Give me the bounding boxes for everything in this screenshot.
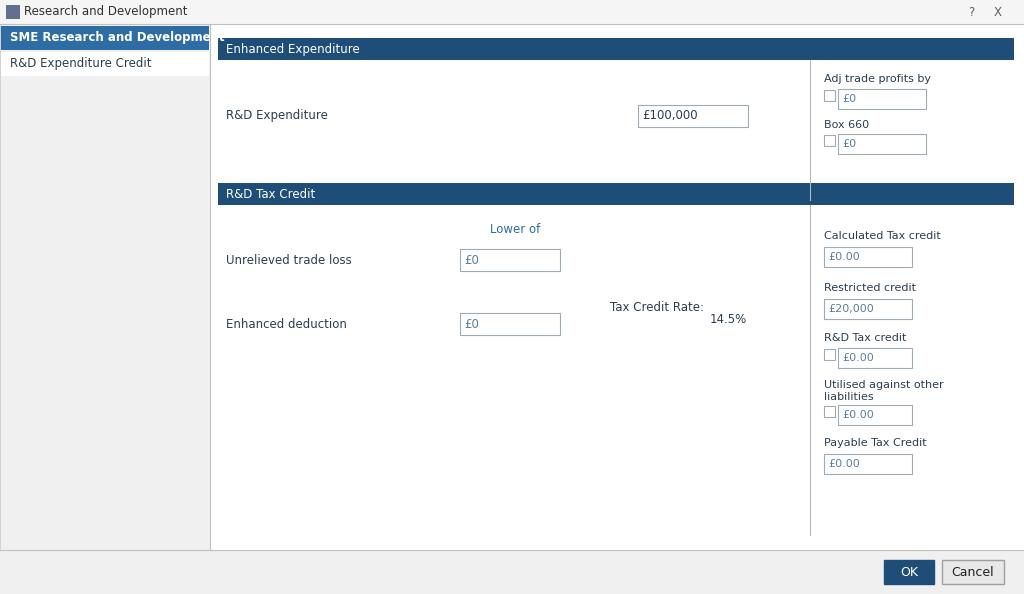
Text: £0.00: £0.00 (842, 353, 873, 363)
Bar (1, 26, 209, 50)
Bar (824, 90, 835, 101)
Bar (1, 52, 209, 76)
Text: Utilised against other: Utilised against other (824, 380, 944, 390)
Bar (0, 0, 1024, 24)
Bar (838, 348, 912, 368)
Bar (824, 299, 912, 319)
Bar (218, 38, 1014, 60)
Text: R&D Tax Credit: R&D Tax Credit (226, 188, 315, 201)
Text: R&D Expenditure Credit: R&D Expenditure Credit (10, 58, 152, 71)
Bar (838, 89, 926, 109)
Text: £0.00: £0.00 (842, 410, 873, 420)
Bar (824, 135, 835, 146)
Text: liabilities: liabilities (824, 392, 873, 402)
Bar (460, 313, 560, 335)
Bar (638, 105, 748, 127)
Bar (838, 134, 926, 154)
Text: £100,000: £100,000 (642, 109, 697, 122)
Text: R&D Expenditure: R&D Expenditure (226, 109, 328, 122)
Bar (824, 247, 912, 267)
Bar (824, 406, 835, 417)
Text: Lower of: Lower of (490, 223, 541, 236)
Text: Cancel: Cancel (951, 565, 994, 579)
Bar (824, 349, 835, 360)
Text: £0: £0 (842, 94, 856, 104)
Text: £0.00: £0.00 (828, 459, 860, 469)
Text: £0.00: £0.00 (828, 252, 860, 262)
Bar (6, 5, 20, 19)
Text: Unrelieved trade loss: Unrelieved trade loss (226, 254, 352, 267)
Text: X: X (994, 5, 1002, 18)
Bar (460, 249, 560, 271)
Bar (210, 24, 1024, 550)
Text: Research and Development: Research and Development (24, 5, 187, 18)
Text: £0: £0 (464, 254, 479, 267)
Text: Calculated Tax credit: Calculated Tax credit (824, 231, 941, 241)
Text: 14.5%: 14.5% (710, 313, 748, 326)
Text: £0: £0 (842, 139, 856, 149)
Text: SME Research and Development: SME Research and Development (10, 31, 224, 45)
Text: Box 660: Box 660 (824, 120, 869, 130)
Bar (884, 560, 934, 584)
Bar (0, 550, 1024, 594)
Text: Tax Credit Rate:: Tax Credit Rate: (610, 301, 705, 314)
Text: £20,000: £20,000 (828, 304, 873, 314)
Bar (838, 405, 912, 425)
Text: £0: £0 (464, 318, 479, 330)
Text: Payable Tax Credit: Payable Tax Credit (824, 438, 927, 448)
Text: Restricted credit: Restricted credit (824, 283, 916, 293)
Bar (824, 454, 912, 474)
Text: Enhanced deduction: Enhanced deduction (226, 318, 347, 330)
Text: ?: ? (968, 5, 974, 18)
Text: Enhanced Expenditure: Enhanced Expenditure (226, 43, 359, 55)
Bar (942, 560, 1004, 584)
Text: OK: OK (900, 565, 918, 579)
Text: Adj trade profits by: Adj trade profits by (824, 74, 931, 84)
Bar (0, 24, 210, 594)
Bar (218, 183, 1014, 205)
Text: R&D Tax credit: R&D Tax credit (824, 333, 906, 343)
